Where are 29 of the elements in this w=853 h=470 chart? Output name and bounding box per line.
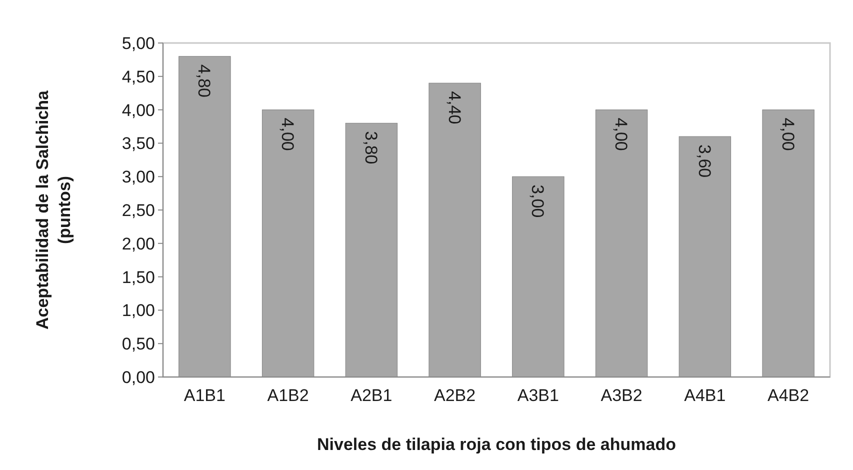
x-tick-label: A3B2	[600, 386, 642, 405]
x-tick-label: A3B1	[517, 386, 559, 405]
y-tick-label: 4,50	[122, 67, 155, 86]
y-tick-label: 1,50	[122, 268, 155, 287]
x-tick-label: A4B1	[684, 386, 726, 405]
data-label: 4,00	[612, 118, 631, 151]
y-tick-label: 4,00	[122, 100, 155, 120]
y-tick-label: 2,50	[122, 200, 155, 220]
data-label: 3,00	[528, 184, 548, 218]
data-label: 4,80	[194, 64, 214, 98]
data-label: 3,80	[361, 131, 380, 164]
y-tick-label: 0,50	[122, 334, 155, 354]
y-tick-label: 5,00	[122, 34, 155, 53]
y-tick-label: 0,00	[122, 368, 155, 387]
y-tick-label: 1,00	[122, 301, 155, 320]
x-tick-label: A4B2	[768, 386, 810, 405]
data-label: 4,00	[778, 118, 798, 151]
x-axis-title: Niveles de tilapia roja con tipos de ahumado	[317, 435, 676, 454]
x-tick-label: A2B1	[350, 386, 392, 405]
data-label: 4,00	[278, 118, 298, 151]
x-tick-label: A1B1	[184, 386, 226, 405]
y-tick-label: 2,00	[122, 234, 155, 254]
x-tick-label: A1B2	[267, 386, 309, 405]
y-tick-label: 3,50	[122, 134, 155, 154]
x-tick-label: A2B2	[434, 386, 476, 405]
y-tick-label: 3,00	[122, 168, 155, 187]
data-label: 4,40	[444, 91, 464, 124]
data-label: 3,60	[694, 144, 714, 178]
y-axis-title: Aceptabilidad de la Salchicha (puntos)	[33, 90, 74, 330]
